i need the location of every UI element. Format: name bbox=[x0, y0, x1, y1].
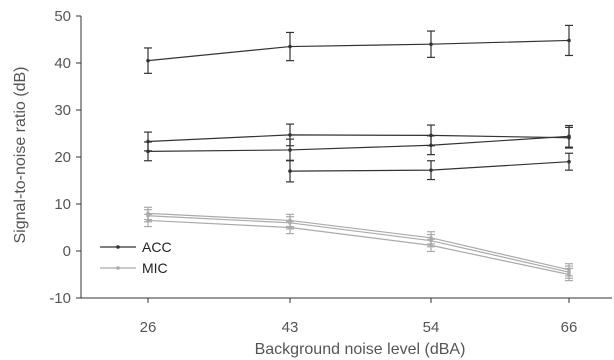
series-line bbox=[147, 219, 570, 276]
x-tick-label: 54 bbox=[423, 319, 440, 336]
series-line bbox=[147, 134, 570, 143]
series-acc-0 bbox=[144, 24, 573, 74]
data-point bbox=[288, 148, 292, 152]
data-point bbox=[288, 133, 292, 137]
data-point bbox=[567, 272, 571, 277]
y-tick-label: 40 bbox=[54, 55, 71, 72]
data-point bbox=[567, 134, 571, 139]
data-point bbox=[288, 225, 292, 230]
series-mic-6 bbox=[144, 213, 573, 282]
x-tick-label: 43 bbox=[282, 319, 299, 336]
series-line bbox=[147, 39, 570, 62]
legend-label: MIC bbox=[142, 260, 168, 276]
data-point bbox=[288, 44, 292, 49]
data-point bbox=[429, 168, 433, 172]
data-point bbox=[288, 169, 292, 173]
y-axis-title: Signal-to-noise ratio (dB) bbox=[12, 67, 29, 244]
series-line bbox=[147, 212, 570, 271]
y-tick-label: -10 bbox=[49, 290, 71, 307]
legend-swatch-marker bbox=[116, 245, 120, 249]
legend-label: ACC bbox=[142, 239, 172, 255]
series-layer bbox=[144, 24, 573, 282]
series-line bbox=[147, 135, 570, 152]
data-point bbox=[146, 58, 150, 63]
data-point bbox=[146, 218, 150, 223]
data-point bbox=[429, 42, 433, 46]
data-point bbox=[567, 159, 571, 164]
legend-item-acc: ACC bbox=[100, 239, 172, 255]
series-acc-3 bbox=[286, 152, 573, 183]
axes: -10 0 10 20 30 40 50 26 43 54 66 bbox=[49, 8, 612, 336]
data-point bbox=[146, 149, 150, 154]
y-tick-label: 0 bbox=[63, 243, 71, 260]
x-axis-title: Background noise level (dBA) bbox=[255, 341, 466, 358]
x-tick-label: 66 bbox=[561, 319, 578, 336]
y-tick-label: 50 bbox=[54, 8, 71, 25]
legend-item-mic: MIC bbox=[100, 260, 168, 276]
y-tick-label: 10 bbox=[54, 196, 71, 213]
x-tick-label: 26 bbox=[140, 319, 157, 336]
data-point bbox=[429, 143, 433, 148]
y-tick-label: 30 bbox=[54, 102, 71, 119]
y-tick-label: 20 bbox=[54, 149, 71, 166]
series-acc-1 bbox=[144, 123, 573, 152]
legend-swatch-marker bbox=[116, 266, 120, 270]
data-point bbox=[429, 243, 433, 248]
data-point bbox=[567, 38, 571, 43]
series-mic-5 bbox=[144, 209, 573, 279]
series-line bbox=[147, 215, 570, 273]
series-acc-2 bbox=[144, 124, 573, 162]
legend: ACC MIC bbox=[100, 239, 172, 276]
series-mic-4 bbox=[144, 206, 573, 277]
